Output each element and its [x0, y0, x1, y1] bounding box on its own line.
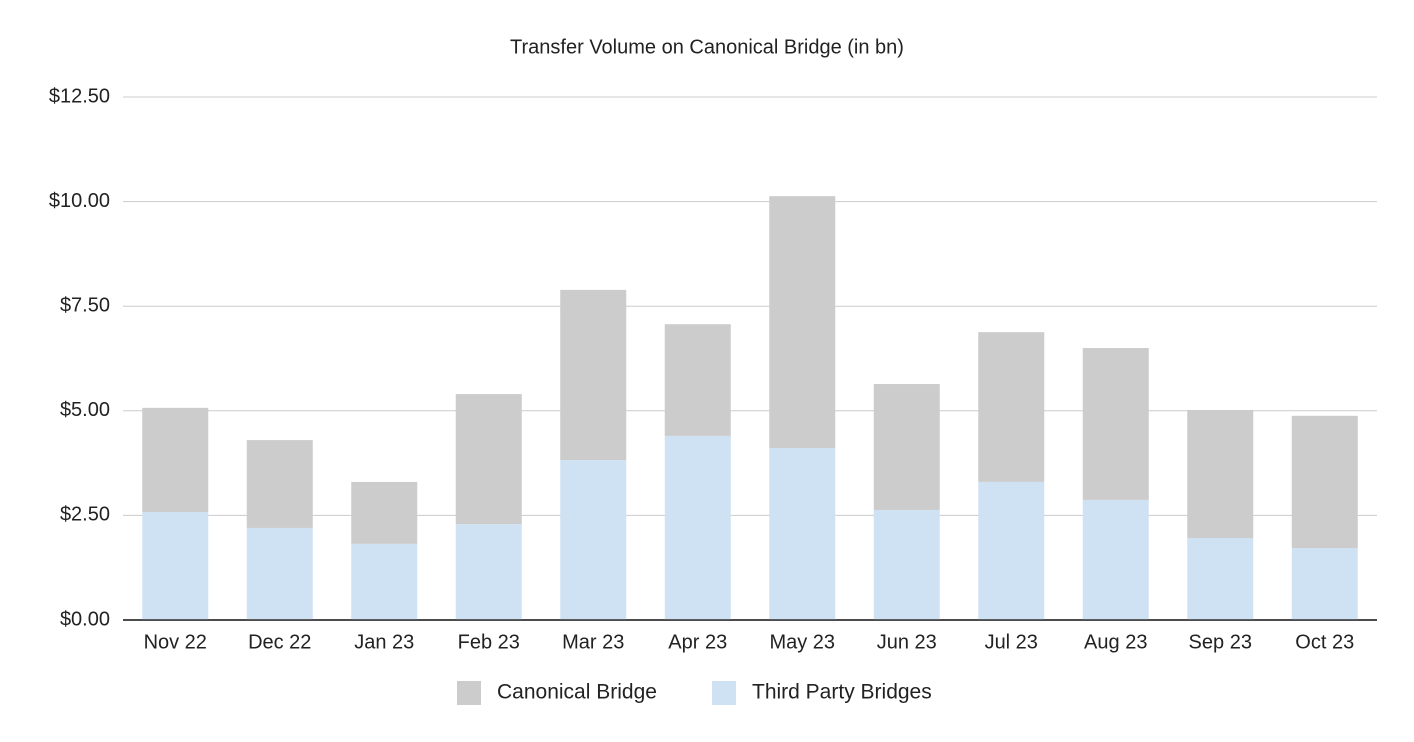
- bar-segment: [873, 509, 940, 620]
- x-tick-label: Nov 22: [144, 631, 207, 653]
- bar-segment: [769, 448, 836, 620]
- bar-segment: [246, 527, 313, 620]
- x-tick-label: Jan 23: [354, 631, 414, 653]
- bar-segment: [1291, 548, 1358, 620]
- bar-segment: [978, 481, 1045, 620]
- bar-segment: [142, 512, 209, 620]
- legend-label: Canonical Bridge: [497, 681, 657, 704]
- bar-segment: [664, 324, 731, 436]
- chart-title: Transfer Volume on Canonical Bridge (in …: [510, 36, 904, 58]
- x-tick-label: Oct 23: [1295, 631, 1354, 653]
- legend-swatch: [457, 681, 481, 705]
- x-tick-label: Jul 23: [985, 631, 1038, 653]
- bar-segment: [246, 440, 313, 528]
- legend-label: Third Party Bridges: [752, 681, 932, 704]
- y-tick-label: $10.00: [49, 190, 110, 212]
- y-tick-label: $0.00: [60, 608, 110, 630]
- y-tick-label: $7.50: [60, 294, 110, 316]
- bar-segment: [1291, 415, 1358, 549]
- bar-segment: [351, 481, 418, 544]
- bar-segment: [978, 332, 1045, 482]
- x-tick-label: Feb 23: [458, 631, 520, 653]
- x-tick-label: Sep 23: [1189, 631, 1252, 653]
- y-tick-label: $2.50: [60, 504, 110, 526]
- bar-segment: [560, 289, 627, 461]
- bar-segment: [560, 460, 627, 620]
- bar-segment: [1082, 348, 1149, 500]
- x-tick-label: Dec 22: [248, 631, 311, 653]
- bar-segment: [142, 407, 209, 513]
- bar-segment: [1187, 409, 1254, 538]
- y-tick-label: $5.00: [60, 399, 110, 421]
- bar-segment: [873, 384, 940, 510]
- bar-segment: [455, 524, 522, 620]
- y-tick-label: $12.50: [49, 85, 110, 107]
- x-tick-label: Jun 23: [877, 631, 937, 653]
- x-tick-label: Mar 23: [562, 631, 624, 653]
- bar-segment: [351, 543, 418, 620]
- legend-swatch: [712, 681, 736, 705]
- x-tick-label: May 23: [769, 631, 835, 653]
- bar-segment: [1082, 499, 1149, 620]
- bar-segment: [769, 196, 836, 449]
- x-tick-label: Aug 23: [1084, 631, 1147, 653]
- bar-segment: [664, 435, 731, 620]
- bar-segment: [455, 394, 522, 525]
- x-tick-label: Apr 23: [668, 631, 727, 653]
- bar-segment: [1187, 537, 1254, 620]
